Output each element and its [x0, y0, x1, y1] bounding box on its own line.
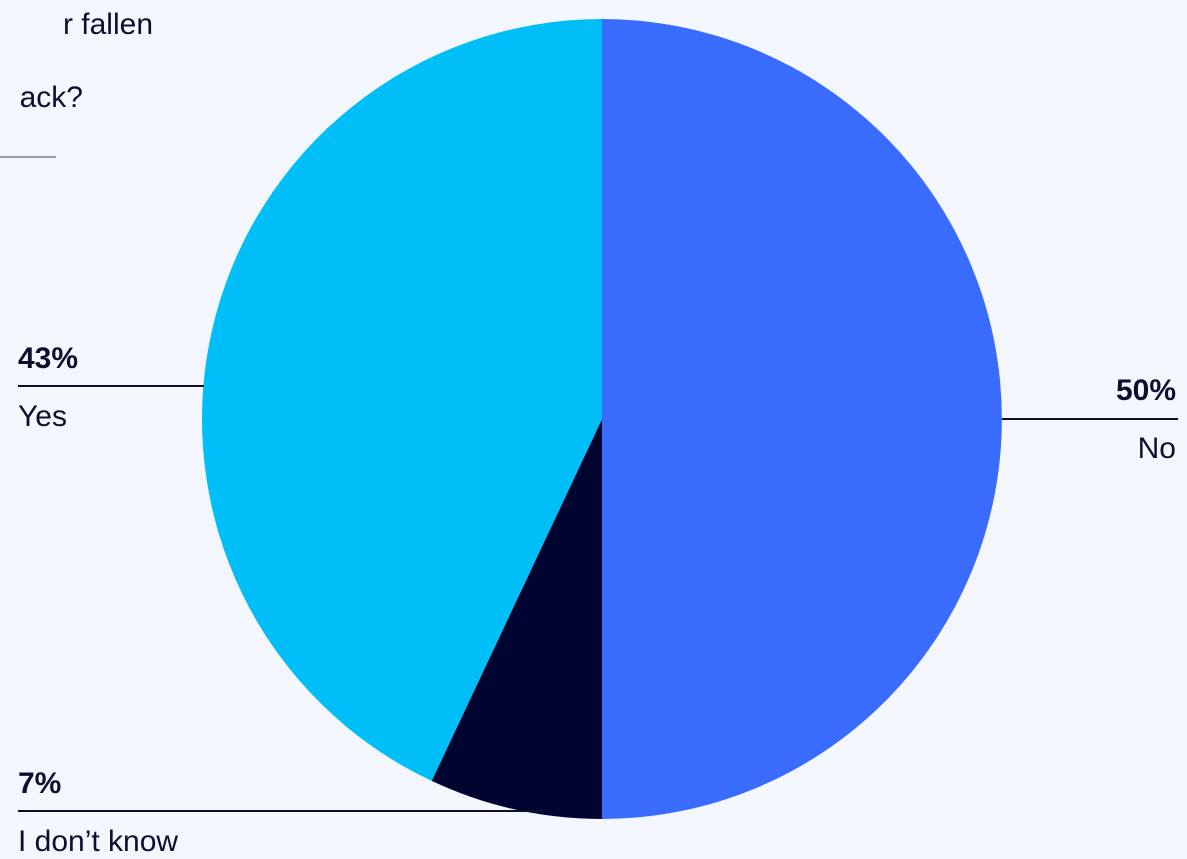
- slice-value-label-i-dont-know: 7%: [18, 767, 61, 800]
- pie-slice-no: [602, 19, 1002, 819]
- pie-slice-i-dont-know: [431, 419, 602, 819]
- slice-value-label-yes: 43%: [18, 342, 78, 375]
- slice-category-label-i-dont-know: I don’t know: [18, 825, 178, 858]
- pie-slice-yes: [201, 19, 602, 781]
- chart-title-line-1: r fallen: [62, 8, 153, 41]
- labels-layer: 50% No 7% I don’t know 43% Yes: [18, 342, 1178, 858]
- slice-category-label-no: No: [1138, 432, 1176, 465]
- title-divider: [0, 156, 56, 158]
- slice-category-label-yes: Yes: [18, 400, 67, 433]
- slices-layer: [201, 19, 1002, 819]
- slice-value-label-no: 50%: [1116, 374, 1176, 407]
- chart-title-line-2: ack?: [19, 81, 83, 114]
